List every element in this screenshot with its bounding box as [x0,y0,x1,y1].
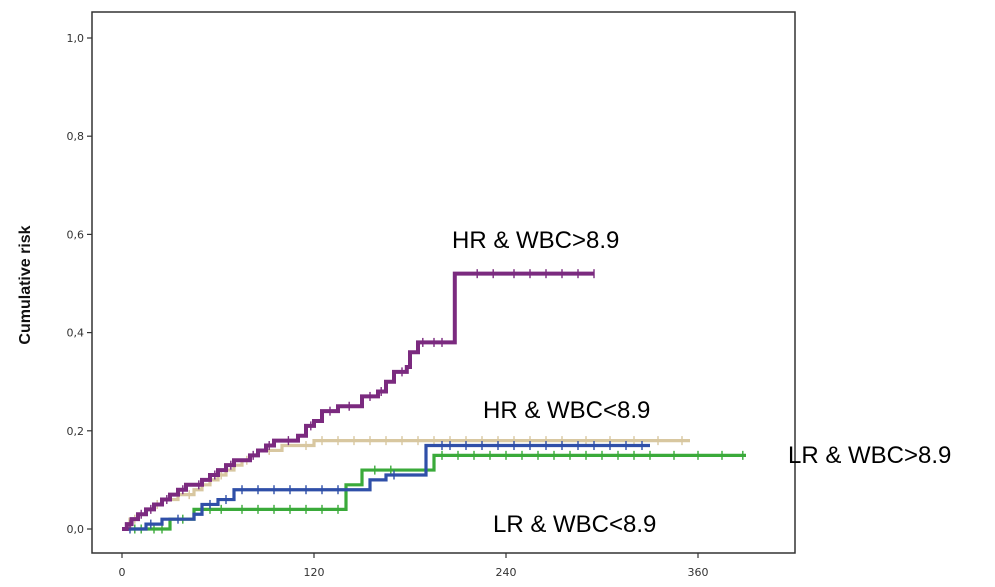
plot-frame [91,11,796,554]
y-tick-label: 0,0 [67,523,85,536]
annotation-hr-wbc-gt: HR & WBC>8.9 [452,227,619,254]
y-tick-label: 0,6 [67,228,85,241]
y-tick-label: 0,2 [67,425,85,438]
x-axis: 0 120 240 360 [119,553,709,579]
series-group [122,269,746,534]
y-axis-label: Cumulative risk [17,225,34,344]
y-tick-label: 1,0 [67,32,85,45]
series-line [122,271,594,531]
annotation-lr-wbc-gt: LR & WBC>8.9 [788,442,951,469]
x-tick-label: 240 [496,566,517,579]
annotation-hr-wbc-lt: HR & WBC<8.9 [483,397,650,424]
x-tick-label: 360 [688,566,709,579]
y-tick-label: 0,4 [67,327,85,340]
y-axis: 0,0 0,2 0,4 0,6 0,8 1,0 [67,32,92,536]
x-tick-label: 0 [119,566,126,579]
x-tick-label: 120 [304,566,325,579]
annotation-lr-wbc-lt: LR & WBC<8.9 [493,511,656,538]
series-hr-wbc-8-9 [122,269,595,531]
y-tick-label: 0,8 [67,130,85,143]
series-lr-wbc-8-9 [122,441,650,534]
